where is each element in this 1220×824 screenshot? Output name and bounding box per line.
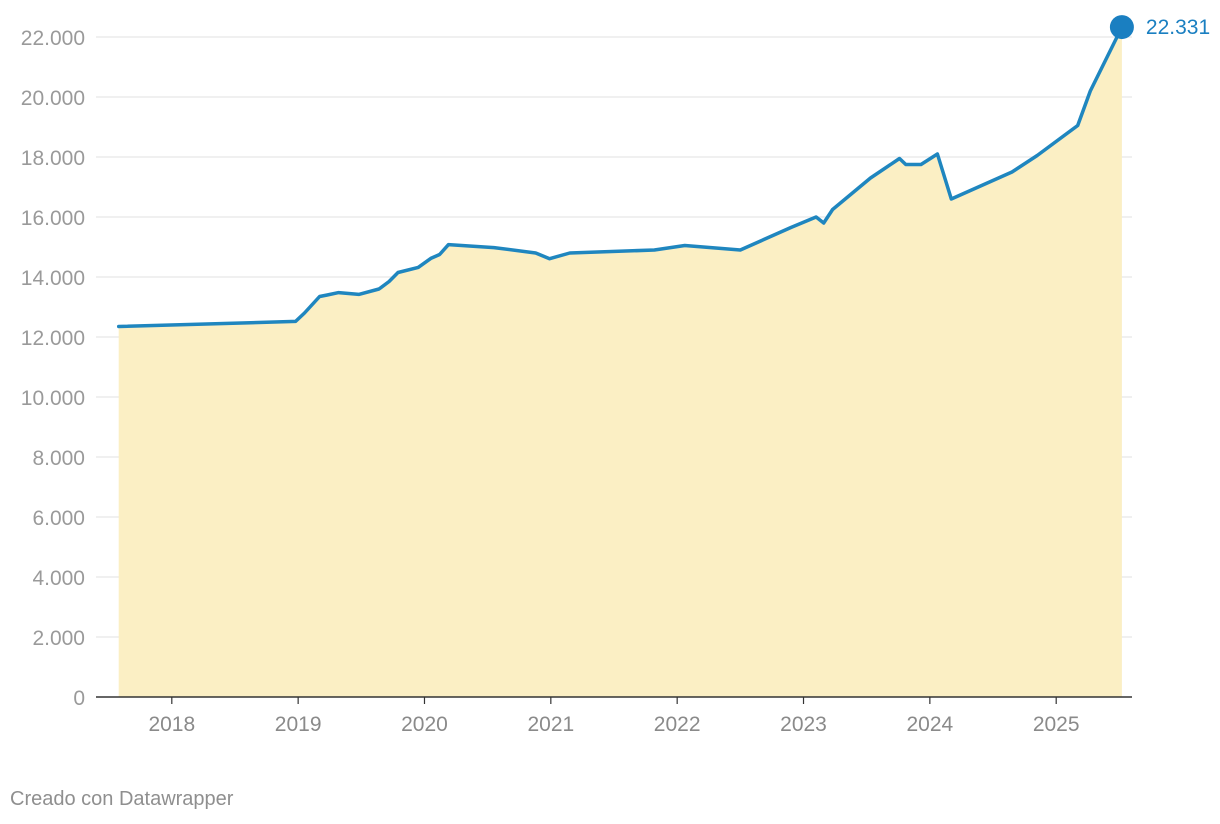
y-axis-ticks: 0 2.000 4.000 6.000 8.000 10.000 12.000 14.000 1… xyxy=(21,27,85,710)
x-axis-ticks: 2018 2019 2020 2021 2022 2023 2024 2025 xyxy=(148,697,1080,736)
x-tick-label: 2023 xyxy=(780,713,827,736)
y-tick-label: 0 xyxy=(73,687,85,710)
y-tick-label: 8.000 xyxy=(32,447,85,470)
x-tick-label: 2021 xyxy=(527,713,574,736)
credit-footer: Creado con Datawrapper xyxy=(10,788,234,810)
x-tick-label: 2022 xyxy=(654,713,701,736)
series-line xyxy=(116,25,1124,329)
x-tick-label: 2018 xyxy=(148,713,195,736)
y-tick-label: 18.000 xyxy=(21,147,85,170)
x-tick-label: 2020 xyxy=(401,713,448,736)
x-tick-label: 2019 xyxy=(275,713,322,736)
y-tick-label: 2.000 xyxy=(32,627,85,650)
y-tick-label: 12.000 xyxy=(21,327,85,350)
area-fill xyxy=(118,27,1122,698)
x-tick-label: 2025 xyxy=(1033,713,1080,736)
y-tick-label: 4.000 xyxy=(32,567,85,590)
y-tick-label: 14.000 xyxy=(21,267,85,290)
end-point-marker xyxy=(1109,15,1134,40)
y-tick-label: 10.000 xyxy=(21,387,85,410)
end-value-label: 22.331 xyxy=(1146,16,1210,39)
y-tick-label: 16.000 xyxy=(21,207,85,230)
x-tick-label: 2024 xyxy=(906,713,953,736)
y-tick-label: 6.000 xyxy=(32,507,85,530)
y-tick-label: 20.000 xyxy=(21,87,85,110)
y-tick-label: 22.000 xyxy=(21,27,85,50)
